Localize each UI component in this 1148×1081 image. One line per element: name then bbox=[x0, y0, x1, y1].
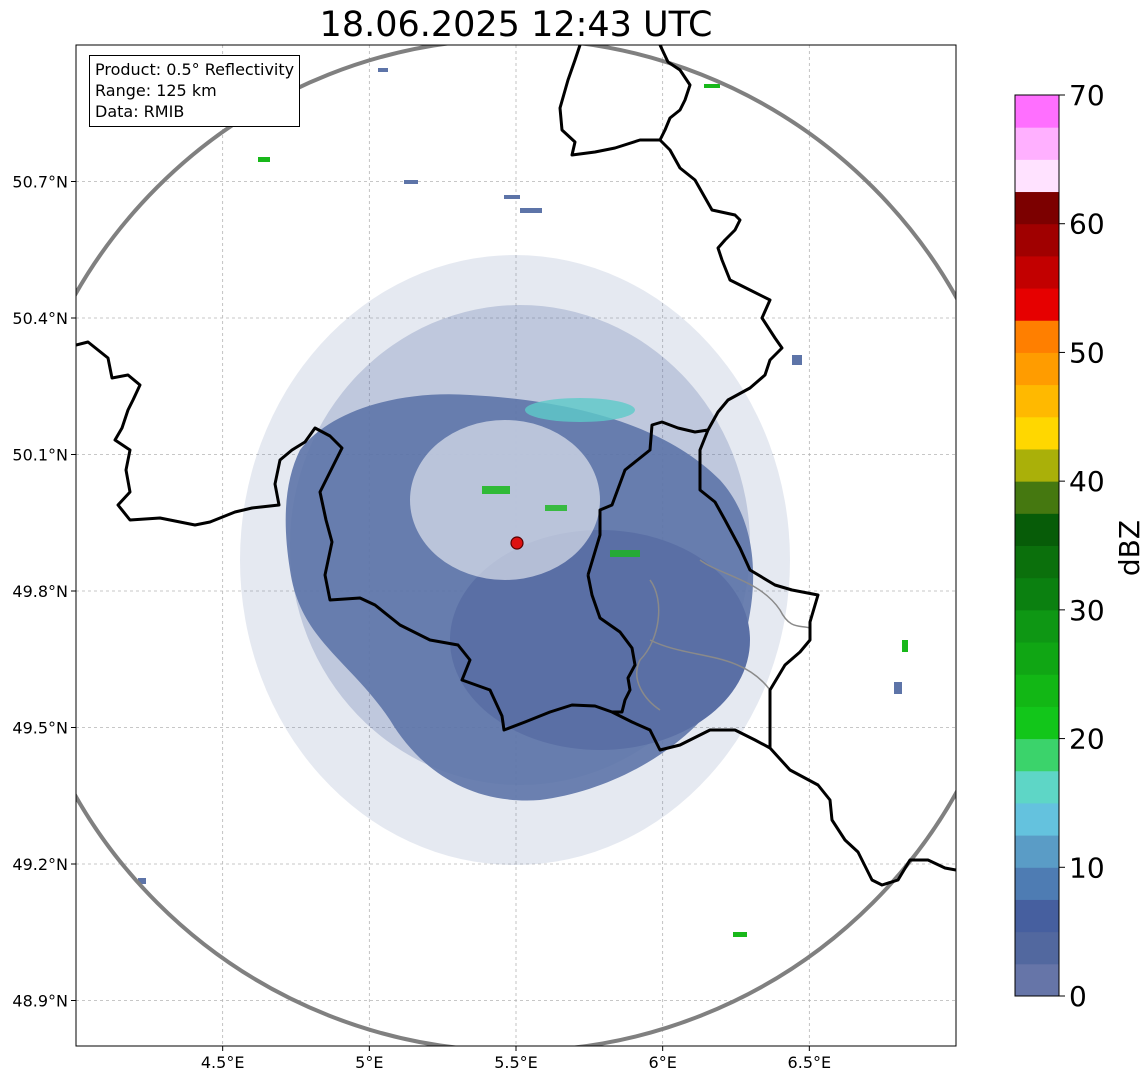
radar-echo-layer bbox=[138, 68, 908, 937]
lat-tick-label: 49.2°N bbox=[12, 855, 68, 874]
echo-isolated-cell bbox=[520, 208, 542, 213]
lat-tick-label: 48.9°N bbox=[12, 992, 68, 1011]
echo-band-north bbox=[525, 398, 635, 422]
border-germany-north bbox=[558, 45, 784, 431]
colorbar-swatch bbox=[1015, 931, 1059, 965]
echo-moderate-cell bbox=[482, 486, 510, 494]
colorbar-swatch bbox=[1015, 448, 1059, 482]
colorbar-swatch bbox=[1015, 384, 1059, 418]
lon-tick-label: 6.5°E bbox=[788, 1053, 832, 1072]
colorbar-swatch bbox=[1015, 481, 1059, 514]
lat-tick-label: 49.5°N bbox=[12, 719, 68, 738]
colorbar-swatch bbox=[1015, 513, 1059, 546]
echo-isolated-cell bbox=[902, 640, 908, 652]
colorbar: 0 10 20 30 40 50 60 70 bbox=[1014, 79, 1105, 1013]
colorbar-swatch bbox=[1015, 674, 1059, 707]
colorbar-swatch bbox=[1015, 963, 1059, 997]
border-luxembourg-west bbox=[586, 420, 820, 748]
echo-isolated-cell bbox=[894, 682, 902, 694]
colorbar-swatch bbox=[1015, 802, 1059, 836]
radar-site-marker bbox=[510, 536, 524, 550]
colorbar-tick-label: 20 bbox=[1069, 723, 1105, 756]
lat-tick-label: 50.1°N bbox=[12, 446, 68, 465]
lon-tick-label: 5°E bbox=[355, 1053, 383, 1072]
echo-isolated-cell bbox=[258, 157, 270, 162]
echo-moderate-cell bbox=[545, 505, 567, 511]
range-text: Range: 125 km bbox=[95, 81, 217, 100]
colorbar-swatch bbox=[1015, 255, 1059, 289]
product-info-box: Product: 0.5° Reflectivity Range: 125 km… bbox=[89, 55, 301, 127]
colorbar-swatch bbox=[1015, 867, 1059, 900]
colorbar-swatch bbox=[1015, 352, 1059, 386]
colorbar-unit-label: dBZ bbox=[1113, 519, 1146, 577]
echo-isolated-cell bbox=[733, 932, 747, 937]
lat-tick-label: 50.4°N bbox=[12, 309, 68, 328]
colorbar-swatch bbox=[1015, 609, 1059, 643]
map-axes: 4.5°E 5°E 5.5°E 6°E 6.5°E 48.9°N 49.2°N 49.5°N 4… bbox=[12, 173, 831, 1073]
lon-tick-label: 4.5°E bbox=[201, 1053, 245, 1072]
colorbar-tick-label: 50 bbox=[1069, 336, 1105, 369]
colorbar-tick-label: 70 bbox=[1069, 79, 1105, 112]
colorbar-swatch bbox=[1015, 320, 1059, 353]
colorbar-tick-label: 10 bbox=[1069, 851, 1105, 884]
colorbar-swatch bbox=[1015, 159, 1059, 193]
colorbar-frame bbox=[1014, 94, 1060, 997]
echo-isolated-cell bbox=[704, 84, 720, 88]
colorbar-tick-label: 60 bbox=[1069, 208, 1105, 241]
echo-center-clear bbox=[410, 420, 600, 580]
data-source-text: Data: RMIB bbox=[95, 102, 185, 121]
colorbar-swatch bbox=[1015, 577, 1059, 611]
colorbar-swatch bbox=[1015, 288, 1059, 321]
colorbar-swatch bbox=[1015, 416, 1059, 450]
echo-southeast-mass bbox=[450, 530, 750, 750]
internal-boundaries bbox=[636, 559, 811, 711]
colorbar-swatch bbox=[1015, 642, 1059, 675]
map-title: 18.06.2025 12:43 UTC bbox=[319, 5, 713, 45]
country-borders bbox=[76, 45, 956, 887]
echo-isolated-cell bbox=[504, 195, 520, 199]
colorbar-swatch bbox=[1015, 835, 1059, 868]
border-germany-loop bbox=[658, 45, 692, 141]
colorbar-swatch bbox=[1015, 95, 1059, 128]
lat-tick-label: 49.8°N bbox=[12, 582, 68, 601]
colorbar-swatch bbox=[1015, 706, 1059, 740]
colorbar-tick-label: 0 bbox=[1069, 980, 1087, 1013]
lat-tick-label: 50.7°N bbox=[12, 173, 68, 192]
echo-isolated-cell bbox=[404, 180, 418, 184]
echo-moderate-cell bbox=[610, 550, 640, 557]
colorbar-swatch bbox=[1015, 191, 1059, 225]
product-text: Product: 0.5° Reflectivity bbox=[95, 60, 295, 79]
echo-isolated-cell bbox=[378, 68, 388, 72]
colorbar-swatch bbox=[1015, 545, 1059, 579]
colorbar-swatch bbox=[1015, 899, 1059, 933]
colorbar-swatch bbox=[1015, 770, 1059, 804]
lon-tick-label: 6°E bbox=[649, 1053, 677, 1072]
border-belgium-france-west bbox=[76, 340, 956, 887]
echo-isolated-cell bbox=[138, 878, 146, 884]
colorbar-tick-label: 30 bbox=[1069, 594, 1105, 627]
lon-tick-label: 5.5°E bbox=[494, 1053, 538, 1072]
colorbar-tick-label: 40 bbox=[1069, 465, 1105, 498]
colorbar-swatch bbox=[1015, 223, 1059, 257]
border-luxembourg-south bbox=[586, 574, 637, 714]
colorbar-swatch bbox=[1015, 127, 1059, 160]
colorbar-swatch bbox=[1015, 738, 1059, 772]
echo-isolated-cell bbox=[792, 355, 802, 365]
